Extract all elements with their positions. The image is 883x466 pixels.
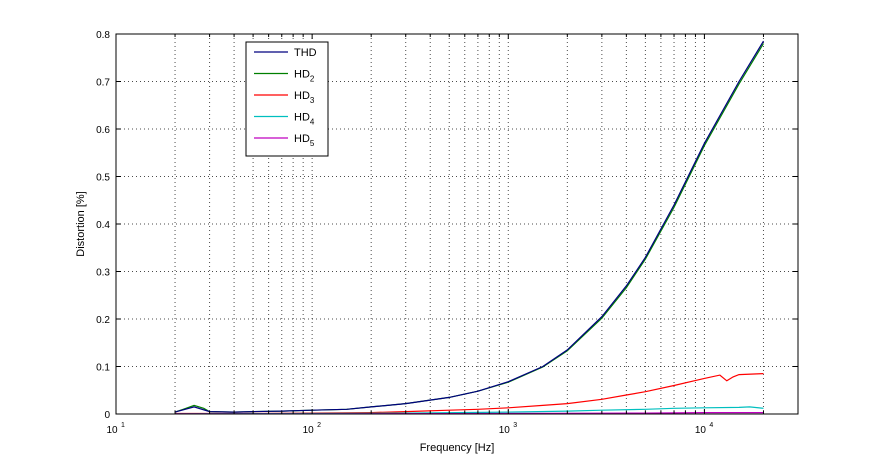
y-tick-label: 0.3 — [96, 268, 110, 279]
legend-box — [245, 41, 329, 157]
series-line-thd — [174, 40, 765, 413]
legend: THD HD2 HD3 HD4 HD5 — [245, 41, 329, 157]
legend-label-hd4: HD4 — [294, 112, 315, 127]
x-tick-label: 10 — [303, 425, 315, 436]
legend-label-hd3: HD3 — [294, 90, 315, 105]
x-tick-exponent: 2 — [317, 422, 321, 429]
x-tick-label: 10 — [106, 425, 118, 436]
x-tick-label: 10 — [499, 425, 511, 436]
legend-label-hd5: HD5 — [294, 133, 315, 148]
y-axis-label: Distortion [%] — [75, 191, 87, 256]
y-tick-label: 0.5 — [96, 173, 110, 184]
y-tick-label: 0.4 — [96, 220, 110, 231]
y-tick-label: 0.1 — [96, 363, 110, 374]
y-tick-label: 0.7 — [96, 78, 110, 89]
x-tick-label: 10 — [695, 425, 707, 436]
y-tick-label: 0.2 — [96, 315, 110, 326]
axis-ticks: 00.10.20.30.40.50.60.70.810 1 10 2 10 3 10 4 — [96, 30, 799, 436]
x-tick-exponent: 1 — [121, 422, 125, 429]
x-tick-exponent: 3 — [513, 422, 517, 429]
legend-label-hd2: HD2 — [294, 69, 315, 84]
series-line-hd3 — [175, 373, 764, 415]
y-tick-label: 0.8 — [96, 30, 110, 41]
y-tick-label: 0 — [104, 410, 110, 421]
y-tick-label: 0.6 — [96, 125, 110, 136]
x-tick-exponent: 4 — [709, 422, 713, 429]
legend-label-thd: THD — [294, 47, 317, 59]
x-axis-label: Frequency [Hz] — [420, 442, 495, 454]
